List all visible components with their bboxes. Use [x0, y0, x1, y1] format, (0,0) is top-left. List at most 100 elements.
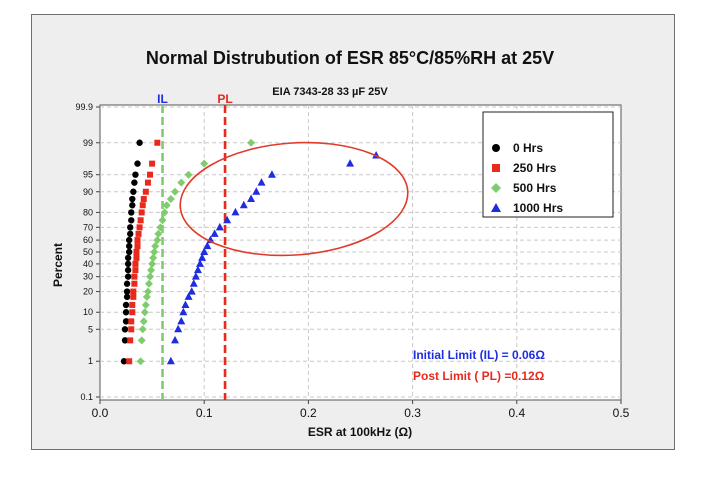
data-point-1000-hrs: [181, 300, 190, 308]
legend-marker-1000-hrs: [491, 203, 501, 212]
data-point-500-hrs: [147, 266, 156, 275]
y-tick-label: 30: [83, 272, 93, 282]
data-point-250-hrs: [132, 260, 139, 267]
data-point-0-hrs: [122, 309, 130, 316]
data-point-0-hrs: [124, 254, 132, 262]
y-tick-label: 99.9: [75, 102, 93, 112]
data-point-1000-hrs: [257, 178, 266, 186]
annotation-post-limit: Post Limit ( PL) =0.12Ω: [413, 369, 545, 383]
data-point-250-hrs: [129, 301, 136, 308]
legend-label-1000-hrs: 1000 Hrs: [513, 201, 563, 215]
legend-marker-0-hrs: [492, 144, 500, 152]
data-point-250-hrs: [140, 196, 147, 203]
y-axis-label: Percent: [51, 243, 65, 287]
data-point-1000-hrs: [223, 215, 232, 224]
data-point-500-hrs: [141, 300, 150, 309]
data-point-0-hrs: [134, 160, 141, 167]
data-point-250-hrs: [131, 273, 138, 280]
data-point-250-hrs: [149, 160, 156, 167]
data-point-1000-hrs: [184, 292, 193, 300]
data-point-500-hrs: [171, 187, 180, 196]
data-point-0-hrs: [129, 195, 136, 203]
data-point-250-hrs: [139, 202, 146, 209]
data-point-250-hrs: [128, 326, 135, 333]
x-tick-label: 0.3: [404, 406, 421, 420]
legend: 0 Hrs 250 Hrs 500 Hrs 1000 Hrs: [482, 111, 614, 218]
data-point-250-hrs: [142, 188, 149, 195]
data-point-1000-hrs: [193, 265, 202, 274]
data-point-500-hrs: [148, 259, 157, 268]
data-point-500-hrs: [156, 223, 165, 232]
legend-label-0-hrs: 0 Hrs: [513, 141, 543, 155]
data-point-250-hrs: [130, 288, 137, 295]
probability-plot: Normal Distrubution of ESR 85°C/85%RH at…: [51, 48, 630, 439]
data-point-500-hrs: [158, 216, 167, 225]
y-tick-label: 95: [83, 170, 93, 180]
data-point-250-hrs: [134, 243, 141, 250]
data-point-0-hrs: [130, 188, 137, 195]
y-tick-label: 10: [83, 307, 93, 317]
data-point-1000-hrs: [267, 170, 276, 178]
data-point-0-hrs: [121, 326, 129, 333]
y-tick-label: 99: [83, 138, 93, 148]
data-point-250-hrs: [136, 224, 143, 231]
data-point-500-hrs: [136, 357, 145, 366]
data-point-250-hrs: [134, 237, 141, 244]
data-point-0-hrs: [127, 224, 134, 231]
data-point-500-hrs: [166, 195, 175, 204]
x-tick-label: 0.0: [92, 406, 109, 420]
y-tick-label: 40: [83, 259, 93, 269]
data-point-500-hrs: [177, 178, 186, 187]
data-point-500-hrs: [144, 279, 153, 288]
legend-label-500-hrs: 500 Hrs: [513, 181, 557, 195]
data-point-0-hrs: [122, 318, 130, 325]
data-point-0-hrs: [124, 266, 132, 274]
reference-label-pl: PL: [217, 92, 232, 106]
y-tick-label: 20: [83, 287, 93, 297]
data-point-1000-hrs: [239, 200, 248, 209]
data-point-0-hrs: [136, 139, 143, 146]
data-point-500-hrs: [142, 292, 151, 301]
data-point-1000-hrs: [187, 287, 196, 295]
data-point-250-hrs: [130, 293, 137, 300]
data-point-1000-hrs: [196, 259, 205, 267]
x-axis-ticks: 0.0 0.1 0.2 0.3 0.4 0.5: [92, 400, 630, 420]
annotation-initial-limit: Initial Limit (IL) = 0.06Ω: [413, 348, 545, 362]
data-point-250-hrs: [133, 249, 140, 255]
data-point-1000-hrs: [166, 356, 175, 365]
data-point-1000-hrs: [179, 307, 188, 316]
reference-label-il: IL: [157, 92, 168, 106]
data-point-250-hrs: [132, 267, 139, 274]
data-point-500-hrs: [139, 317, 148, 326]
data-point-500-hrs: [153, 236, 162, 245]
data-point-250-hrs: [126, 358, 133, 365]
data-point-0-hrs: [128, 209, 135, 216]
x-tick-label: 0.5: [613, 406, 630, 420]
data-point-500-hrs: [146, 272, 155, 281]
data-point-0-hrs: [125, 236, 133, 244]
data-point-1000-hrs: [215, 222, 224, 231]
data-point-1000-hrs: [252, 187, 261, 195]
data-point-0-hrs: [124, 260, 132, 268]
data-point-500-hrs: [247, 138, 256, 147]
data-point-500-hrs: [154, 229, 163, 238]
data-point-0-hrs: [127, 230, 134, 238]
y-tick-label: 80: [83, 207, 93, 217]
data-point-250-hrs: [135, 230, 142, 237]
data-point-1000-hrs: [189, 279, 198, 287]
data-point-500-hrs: [143, 287, 152, 296]
legend-box: [482, 111, 614, 218]
data-point-0-hrs: [123, 280, 131, 287]
data-point-1000-hrs: [200, 247, 209, 255]
data-point-500-hrs: [162, 201, 171, 210]
data-point-1000-hrs: [171, 335, 180, 344]
data-point-250-hrs: [128, 318, 135, 325]
chart-title: Normal Distrubution of ESR 85°C/85%RH at…: [146, 48, 554, 68]
data-point-500-hrs: [150, 248, 159, 256]
data-point-0-hrs: [120, 358, 128, 365]
data-point-250-hrs: [138, 209, 145, 216]
data-point-0-hrs: [123, 293, 131, 301]
y-tick-label: 1: [88, 356, 93, 366]
chart-frame: Normal Distrubution of ESR 85°C/85%RH at…: [31, 14, 675, 450]
data-point-0-hrs: [132, 171, 139, 178]
